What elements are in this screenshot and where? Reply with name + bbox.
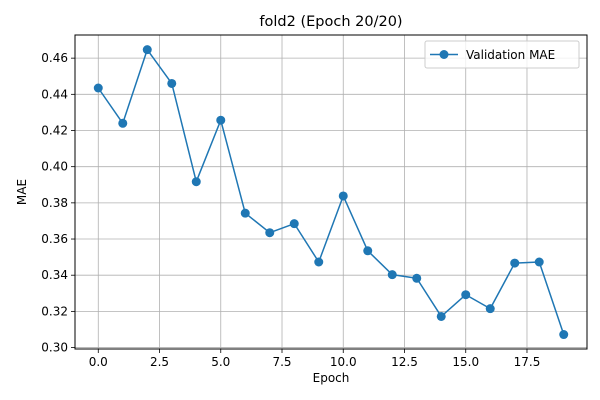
data-point xyxy=(167,78,177,88)
data-point xyxy=(387,270,397,280)
y-tick-label: 0.44 xyxy=(41,87,68,101)
y-tick-label: 0.36 xyxy=(41,232,68,246)
x-tick-label: 12.5 xyxy=(391,355,418,369)
x-tick-label: 5.0 xyxy=(211,355,230,369)
y-axis-label: MAE xyxy=(15,179,29,205)
y-tick-label: 0.42 xyxy=(41,124,68,138)
y-tick-label: 0.34 xyxy=(41,268,68,282)
data-point xyxy=(289,219,299,229)
x-axis-label: Epoch xyxy=(313,371,350,385)
legend-marker-swatch xyxy=(439,50,449,59)
data-point xyxy=(240,208,250,218)
legend-box xyxy=(424,40,580,69)
x-tick-label: 15.0 xyxy=(452,355,479,369)
data-point xyxy=(191,177,201,187)
data-point xyxy=(265,228,275,238)
legend: Validation MAE xyxy=(424,40,580,69)
chart-title: fold2 (Epoch 20/20) xyxy=(259,14,402,30)
x-tick-label: 0.0 xyxy=(89,355,108,369)
series-layer xyxy=(93,45,569,340)
data-point xyxy=(118,118,128,128)
data-point xyxy=(93,83,103,93)
y-tick-label: 0.30 xyxy=(41,341,68,355)
plot-area xyxy=(75,35,587,349)
legend-label: Validation MAE xyxy=(466,48,555,62)
x-axis: 0.0 2.5 5.0 7.5 10.0 12.5 15.0 17.5 xyxy=(89,349,541,369)
x-tick-label: 17.5 xyxy=(514,355,541,369)
data-point xyxy=(436,311,446,321)
data-point xyxy=(363,246,373,256)
x-tick-label: 2.5 xyxy=(150,355,169,369)
y-tick-label: 0.38 xyxy=(41,196,68,210)
y-tick-label: 0.32 xyxy=(41,304,68,318)
data-point xyxy=(314,257,324,267)
data-point xyxy=(142,45,152,55)
plot-frame xyxy=(74,34,588,350)
data-point xyxy=(338,191,348,201)
y-tick-label: 0.40 xyxy=(41,160,68,174)
data-point xyxy=(485,304,495,314)
data-point xyxy=(559,330,569,340)
data-point xyxy=(461,290,471,300)
x-tick-label: 10.0 xyxy=(330,355,357,369)
y-axis: 0.30 0.32 0.34 0.36 0.38 0.40 0.42 0.44 0.46 xyxy=(41,51,75,355)
x-tick-label: 7.5 xyxy=(272,355,291,369)
data-point xyxy=(216,115,226,125)
y-tick-label: 0.46 xyxy=(41,51,68,65)
series-line xyxy=(97,48,565,335)
data-point xyxy=(412,273,422,283)
data-point xyxy=(534,257,544,267)
data-point xyxy=(510,258,520,268)
grid xyxy=(75,35,587,349)
